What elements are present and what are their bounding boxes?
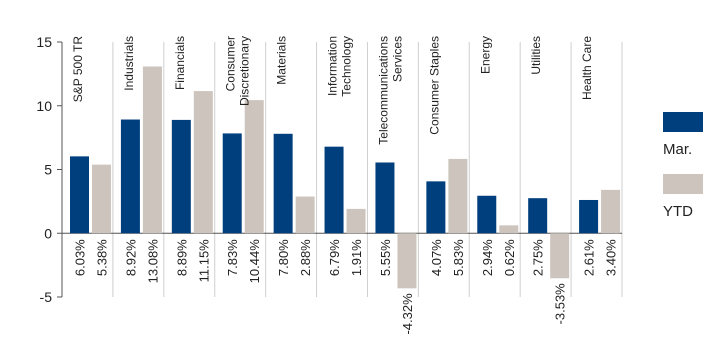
category-label: S&P 500 TR xyxy=(71,36,85,103)
bar-ytd xyxy=(550,233,570,279)
bar-mar xyxy=(70,156,89,234)
bar-ytd xyxy=(499,225,519,234)
y-tick-label: 15 xyxy=(36,34,52,50)
bar-mar xyxy=(120,119,140,234)
bar-ytd xyxy=(193,91,213,234)
bar-ytd xyxy=(346,208,366,234)
y-tick-label: -5 xyxy=(40,289,53,305)
value-label: 5.83% xyxy=(451,239,466,276)
category-label: Telecommunications xyxy=(376,36,390,145)
value-label: 7.80% xyxy=(276,239,291,276)
value-label: 6.03% xyxy=(73,239,88,276)
category-label: Utilities xyxy=(529,36,543,75)
bar-ytd xyxy=(601,189,621,234)
value-label: 2.88% xyxy=(298,239,313,276)
labels: S&P 500 TR 6.03% 5.38% Industrials 8.92% 13.0… xyxy=(71,36,619,335)
category-label: Information xyxy=(326,36,340,96)
bar-mar xyxy=(477,195,497,234)
value-label: -3.53% xyxy=(553,283,568,325)
bar-mar xyxy=(273,133,293,234)
value-label: 13.08% xyxy=(145,239,160,284)
category-label: Energy xyxy=(478,36,492,74)
category-label: Consumer xyxy=(224,36,238,91)
category-label: Discretionary xyxy=(238,36,252,106)
bar-mar xyxy=(579,199,599,234)
value-label: 5.38% xyxy=(95,239,110,276)
value-label: 8.92% xyxy=(123,239,138,276)
bar-ytd xyxy=(244,100,264,234)
value-label: 3.40% xyxy=(604,239,619,276)
bar-mar xyxy=(324,146,344,234)
bar-ytd xyxy=(397,233,417,289)
value-label: 11.15% xyxy=(196,239,211,283)
value-label: 2.61% xyxy=(582,239,597,276)
y-tick-label: 0 xyxy=(44,225,52,241)
category-label: Industrials xyxy=(122,36,136,91)
category-label: Services xyxy=(390,36,404,82)
legend-label: YTD xyxy=(663,203,693,220)
category-label: Consumer Staples xyxy=(427,36,441,135)
y-tick-label: 5 xyxy=(44,162,52,178)
value-label: 5.55% xyxy=(378,239,393,276)
legend: Mar. YTD xyxy=(663,112,703,220)
category-label: Technology xyxy=(340,36,354,97)
value-label: 10.44% xyxy=(247,239,262,284)
legend-label: Mar. xyxy=(663,141,692,158)
value-label: 6.79% xyxy=(327,239,342,276)
value-label: 7.83% xyxy=(225,239,240,276)
bar-mar xyxy=(171,119,191,234)
value-label: 2.94% xyxy=(480,239,495,276)
bar-mar xyxy=(222,133,242,234)
bar-ytd xyxy=(92,164,111,234)
value-label: 1.91% xyxy=(349,239,364,276)
bar-mar xyxy=(375,162,395,234)
value-label: -4.32% xyxy=(400,293,415,335)
value-label: 2.75% xyxy=(531,239,546,276)
bar-mar xyxy=(528,198,548,234)
bar-mar xyxy=(426,181,446,234)
value-label: 4.07% xyxy=(429,239,444,276)
bars xyxy=(70,66,621,289)
legend-swatch xyxy=(663,112,703,132)
legend-swatch xyxy=(663,174,703,194)
category-label: Materials xyxy=(275,36,289,85)
bar-ytd xyxy=(295,196,315,234)
value-label: 8.89% xyxy=(174,239,189,276)
y-tick-label: 10 xyxy=(36,98,52,114)
bar-ytd xyxy=(448,158,468,234)
value-label: 0.62% xyxy=(502,239,517,276)
bar-ytd xyxy=(142,66,162,234)
category-label: Financials xyxy=(173,36,187,90)
category-label: Health Care xyxy=(580,36,594,100)
